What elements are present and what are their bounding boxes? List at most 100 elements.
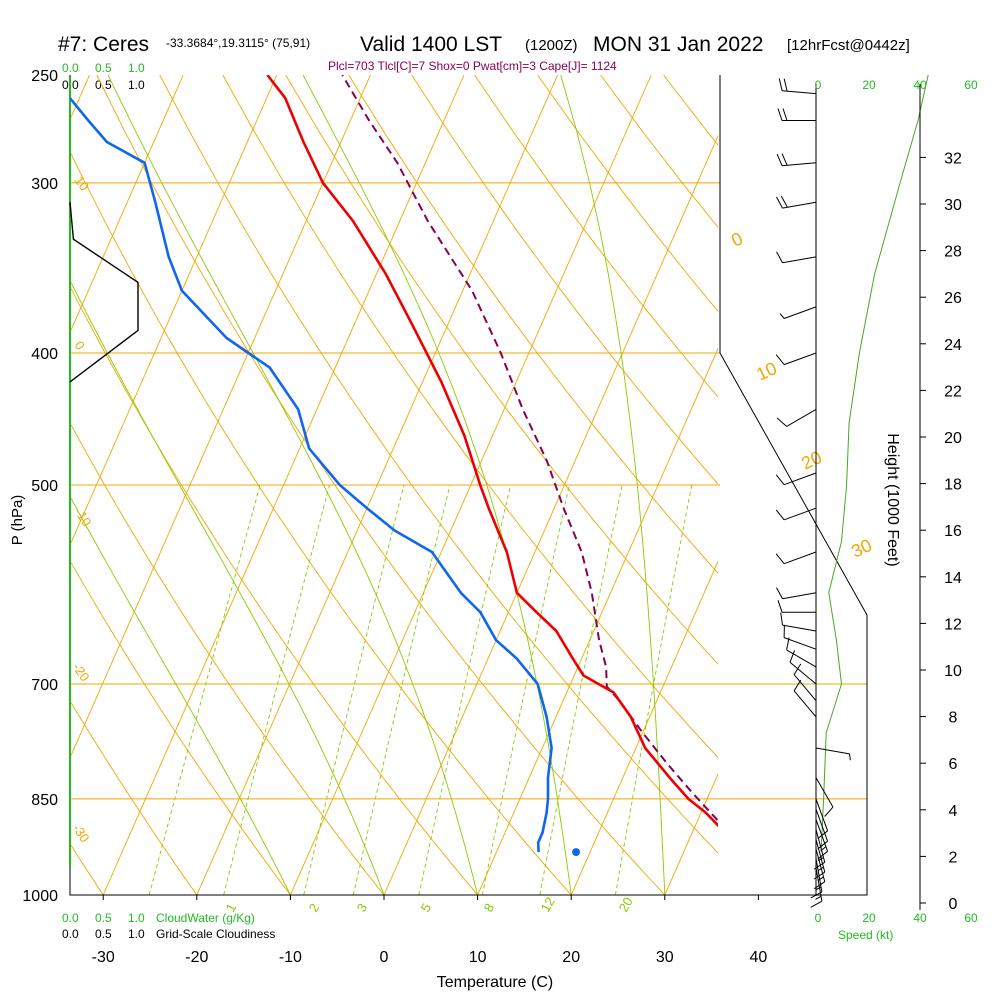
dewpoint-line: [70, 96, 553, 853]
height-tick-label: 0: [949, 896, 958, 913]
surface-temperature-dot: [750, 848, 758, 856]
cloud-scale-top-label: 0.0: [62, 61, 79, 75]
wind-barb: [776, 587, 817, 600]
moist-adiabat: [107, 75, 479, 895]
cloud-scale-bottom-label: 0.0: [62, 911, 79, 925]
dry-adiabat: [159, 75, 718, 854]
cloudiness-scale-top-label: 1.0: [128, 78, 145, 92]
isotherm-label: 20: [798, 447, 825, 474]
height-tick-label: 30: [944, 197, 962, 214]
height-tick-label: 26: [944, 290, 962, 307]
pressure-tick-label: 500: [31, 478, 58, 495]
height-axis-title: Height (1000 Feet): [884, 433, 901, 566]
x-tick-label: -20: [185, 949, 208, 966]
cloudiness-scale-bottom-label: 0.0: [62, 927, 79, 941]
dry-adiabat: [978, 75, 1000, 895]
moist-adiabat: [302, 75, 572, 895]
dry-adiabat: [96, 75, 666, 895]
wind-barb: [776, 251, 817, 264]
left-isotherm-label: 0: [72, 338, 88, 353]
height-tick-label: 10: [944, 663, 962, 680]
isotherm-line: [758, 75, 1000, 895]
moist-adiabat: [70, 279, 385, 895]
cloud-scale-bottom-label: 0.5: [95, 911, 112, 925]
wind-barb: [775, 551, 817, 565]
isotherm-label: 10: [753, 358, 780, 385]
wind-barb: [815, 777, 834, 817]
wind-barb: [779, 306, 817, 319]
sounding-profiles: [70, 75, 758, 857]
dry-adiabat: [222, 75, 718, 759]
wind-barb: [777, 108, 816, 121]
speed-bottom-label: 40: [913, 911, 927, 925]
mixing-ratio-label: 5: [418, 901, 435, 915]
mixing-ratio-line: [223, 484, 330, 895]
mixing-ratio-label: 20: [616, 894, 636, 914]
dry-adiabat: [70, 150, 572, 895]
dry-adiabat: [70, 559, 291, 895]
wind-barb: [780, 612, 817, 632]
surface-dewpoint-dot: [572, 848, 581, 857]
x-tick-label: 30: [656, 949, 674, 966]
wind-barb: [775, 507, 817, 521]
x-tick-label: 10: [469, 949, 487, 966]
cloud-scale-bottom-label: 1.0: [128, 911, 145, 925]
speed-bottom-label: 20: [862, 911, 876, 925]
dry-adiabat: [70, 700, 198, 895]
parcel-line: [341, 75, 718, 823]
speed-top-label: 20: [862, 78, 876, 92]
height-tick-label: 14: [944, 570, 962, 587]
isotherm-line: [852, 75, 1000, 895]
moist-adiabat: [560, 75, 666, 895]
speed-top-label: 60: [964, 78, 978, 92]
x-tick-label: 20: [562, 949, 580, 966]
speed-bottom-label: 60: [964, 911, 978, 925]
mixing-ratio-line: [303, 484, 405, 895]
wind-barb: [775, 472, 817, 486]
x-tick-label: 40: [750, 949, 768, 966]
mixing-ratio-line: [418, 484, 512, 895]
left-isotherm-label: -20: [70, 660, 93, 684]
wind-barb: [775, 352, 817, 366]
height-tick-label: 20: [944, 430, 962, 447]
x-tick-label: 0: [380, 949, 389, 966]
wind-barb: [813, 839, 826, 880]
cloud-scale-top-label: 0.5: [95, 61, 112, 75]
speed-bottom-label: 0: [815, 911, 822, 925]
cloud-scale-top-label: 1.0: [128, 61, 145, 75]
mixing-ratio-line: [481, 484, 570, 895]
cloudiness-scale-bottom-label: 1.0: [128, 927, 145, 941]
cloudiness-label: Grid-Scale Cloudiness: [156, 927, 275, 941]
mixing-ratio-line: [614, 484, 693, 895]
dry-adiabat: [70, 422, 385, 895]
wind-barb: [815, 798, 829, 840]
isotherm-label: 0: [728, 228, 746, 250]
mixing-ratio-line: [352, 484, 451, 895]
cloud-scale-top: 0.00.51.00.00.51.0: [62, 61, 145, 92]
temperature-line: [266, 75, 718, 828]
wind-barb: [815, 747, 851, 761]
cloudiness-profile: [69, 202, 139, 383]
height-tick-label: 16: [944, 523, 962, 540]
isotherm-line: [70, 75, 184, 334]
mixing-ratio-line: [148, 484, 261, 895]
wind-barb: [789, 650, 817, 685]
wind-barb: [793, 663, 817, 702]
bottom-legend: 0.0 0.5 1.0 CloudWater (g/Kg) 0.0 0.5 1.0 Grid-…: [62, 911, 275, 941]
x-tick-label: -10: [279, 949, 302, 966]
params-label: Plcl=703 Tlcl[C]=7 Shox=0 Pwat[cm]=3 Cap…: [328, 59, 617, 73]
pressure-tick-label: 400: [31, 346, 58, 363]
mixing-ratio-lines: [148, 484, 693, 895]
height-tick-label: 32: [944, 150, 962, 167]
speed-axis-title: Speed (kt): [838, 928, 893, 942]
cloudiness-line: [69, 202, 139, 383]
dry-adiabat: [474, 75, 718, 398]
isotherm-label: 30: [848, 535, 875, 562]
cloudiness-scale-top-label: 0.5: [95, 78, 112, 92]
mixing-ratio-line: [539, 484, 623, 895]
wind-barb: [776, 408, 817, 427]
